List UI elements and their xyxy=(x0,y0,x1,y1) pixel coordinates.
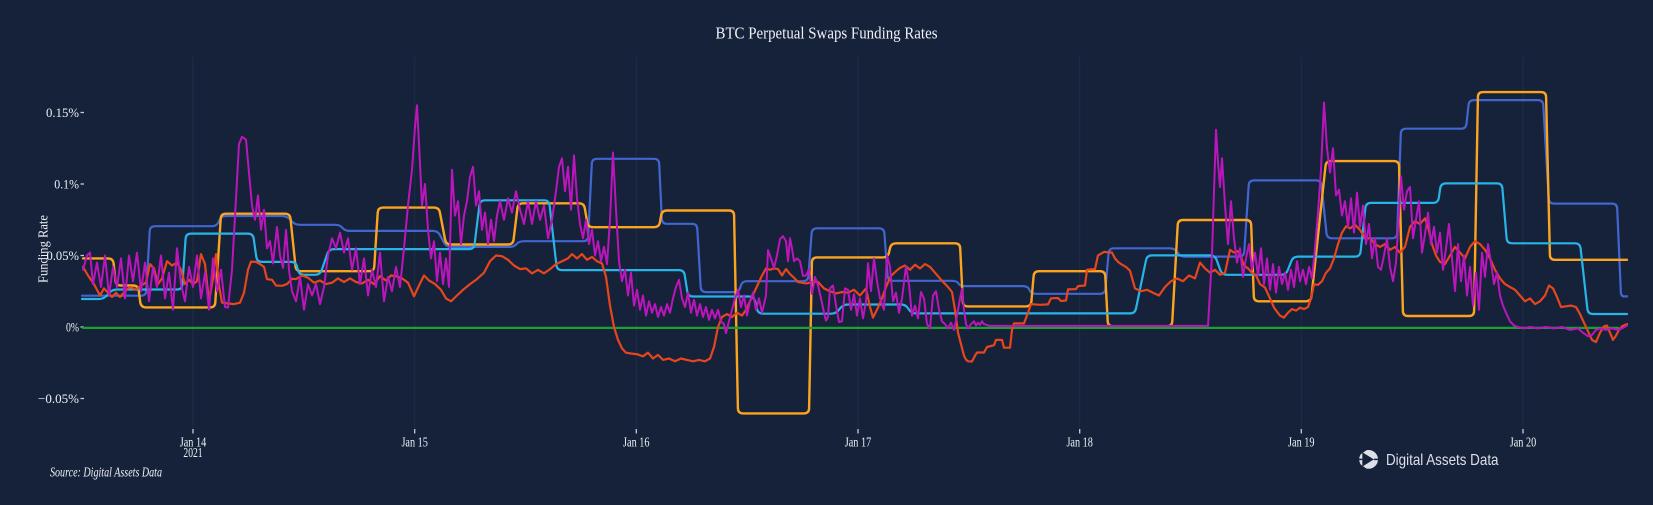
svg-text:Jan 15: Jan 15 xyxy=(401,436,428,451)
svg-text:BTC Perpetual Swaps Funding Ra: BTC Perpetual Swaps Funding Rates xyxy=(716,23,938,42)
svg-text:Jan 20: Jan 20 xyxy=(1510,436,1537,451)
svg-text:−0.05%: −0.05% xyxy=(38,391,79,406)
svg-text:Jan 16: Jan 16 xyxy=(623,436,650,451)
svg-text:Jan 14: Jan 14 xyxy=(180,436,207,451)
svg-text:2021: 2021 xyxy=(183,446,202,461)
svg-text:Source: Digital Assets Data: Source: Digital Assets Data xyxy=(50,465,162,480)
svg-text:Funding Rate: Funding Rate xyxy=(37,215,52,283)
svg-text:0.1%: 0.1% xyxy=(54,176,79,191)
svg-text:0.15%: 0.15% xyxy=(46,105,79,120)
svg-text:Digital Assets Data: Digital Assets Data xyxy=(1386,452,1499,469)
svg-text:0%: 0% xyxy=(66,319,79,334)
svg-text:0.05%: 0.05% xyxy=(47,248,80,263)
svg-text:Jan 19: Jan 19 xyxy=(1288,436,1315,451)
svg-text:Jan 18: Jan 18 xyxy=(1066,436,1093,451)
svg-text:Jan 17: Jan 17 xyxy=(845,436,872,451)
